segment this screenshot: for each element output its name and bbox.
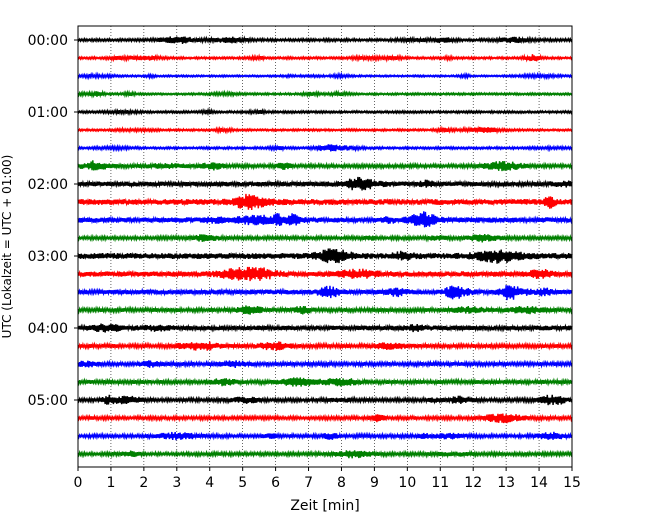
x-tick-label: 3 — [172, 475, 181, 491]
x-tick-label: 13 — [497, 475, 515, 491]
seismic-trace-0200 — [77, 176, 573, 191]
x-tick-label: 10 — [398, 475, 416, 491]
y-tick-label: 04:00 — [28, 321, 68, 337]
seismic-trace-0545 — [77, 449, 573, 459]
x-tick-label: 15 — [563, 475, 581, 491]
x-tick-label: 7 — [304, 475, 313, 491]
seismic-trace-0315 — [77, 266, 573, 282]
seismic-trace-0515 — [77, 413, 573, 424]
x-tick-label: 5 — [238, 475, 247, 491]
x-axis-title: Zeit [min] — [290, 498, 359, 514]
x-tick-label: 8 — [337, 475, 346, 491]
y-tick-label: 03:00 — [28, 249, 68, 265]
x-tick-label: 12 — [464, 475, 482, 491]
seismic-trace-0400 — [77, 323, 573, 333]
seismic-trace-0230 — [77, 211, 573, 228]
y-tick-label: 01:00 — [28, 105, 68, 121]
seismic-trace-0115 — [77, 125, 573, 135]
seismic-trace-0300 — [77, 248, 573, 264]
y-tick-label: 00:00 — [28, 33, 68, 49]
seismic-trace-0445 — [77, 377, 573, 387]
seismic-trace-0530 — [77, 431, 573, 441]
y-axis: 00:00 01:00 02:00 03:00 04:00 05:00 — [28, 33, 78, 409]
x-tick-label: 9 — [370, 475, 379, 491]
seismic-trace-0345 — [77, 305, 573, 315]
x-tick-label: 0 — [74, 475, 83, 491]
x-tick-label: 2 — [139, 475, 148, 491]
y-tick-label: 05:00 — [28, 393, 68, 409]
x-axis: 0 1 2 3 4 5 6 7 8 9 10 11 12 13 14 15 — [74, 467, 581, 491]
seismic-trace-0000 — [77, 35, 573, 45]
x-tick-label: 6 — [271, 475, 280, 491]
y-tick-label: 02:00 — [28, 177, 68, 193]
seismic-trace-0215 — [77, 193, 573, 210]
seismic-trace-0430 — [77, 359, 573, 369]
x-tick-label: 11 — [431, 475, 449, 491]
trace-group — [77, 35, 573, 459]
seismic-trace-0245 — [77, 233, 573, 243]
plot-frame — [77, 25, 573, 468]
y-axis-title: UTC (Lokalzeit = UTC + 01:00) — [0, 155, 14, 339]
seismic-trace-0500 — [77, 394, 573, 406]
x-tick-label: 1 — [106, 475, 115, 491]
seismic-trace-0330 — [77, 285, 573, 301]
x-tick-label: 14 — [530, 475, 548, 491]
seismic-trace-0415 — [77, 341, 573, 351]
x-tick-label: 4 — [205, 475, 214, 491]
